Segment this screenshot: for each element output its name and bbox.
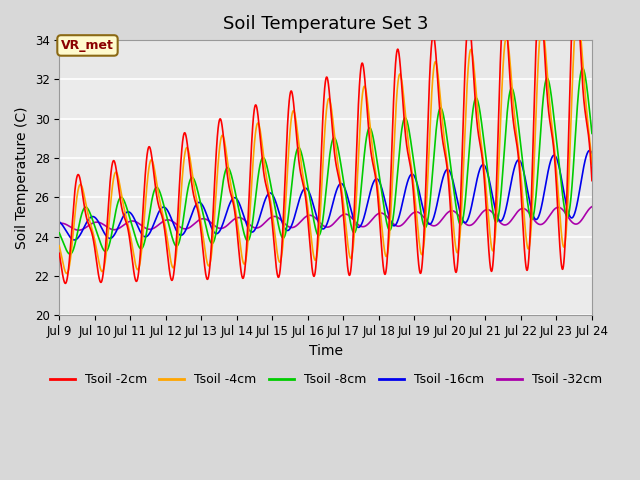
- Tsoil -2cm: [294, 151, 302, 156]
- Tsoil -16cm: [584, 149, 591, 155]
- Line: Tsoil -16cm: Tsoil -16cm: [60, 151, 592, 240]
- Tsoil -32cm: [182, 226, 189, 232]
- Tsoil -8cm: [182, 198, 189, 204]
- Tsoil -8cm: [256, 162, 264, 168]
- Line: Tsoil -2cm: Tsoil -2cm: [60, 0, 592, 283]
- Tsoil -4cm: [63, 271, 70, 276]
- Line: Tsoil -8cm: Tsoil -8cm: [60, 68, 592, 254]
- Bar: [60, 40, 592, 79]
- Tsoil -16cm: [256, 213, 264, 219]
- Tsoil -16cm: [294, 201, 302, 207]
- Tsoil -8cm: [584, 93, 592, 98]
- Tsoil -4cm: [573, 10, 581, 15]
- Tsoil -8cm: [588, 131, 596, 136]
- Tsoil -16cm: [588, 151, 596, 156]
- Tsoil -2cm: [185, 153, 193, 159]
- Tsoil -2cm: [256, 134, 264, 140]
- Tsoil -2cm: [61, 280, 69, 286]
- Tsoil -16cm: [185, 220, 193, 226]
- Tsoil -2cm: [588, 178, 596, 183]
- Tsoil -32cm: [179, 226, 187, 231]
- Line: Tsoil -32cm: Tsoil -32cm: [60, 207, 592, 230]
- Tsoil -4cm: [294, 134, 302, 140]
- Tsoil -8cm: [185, 182, 193, 188]
- Tsoil -8cm: [294, 145, 302, 151]
- Tsoil -8cm: [179, 218, 187, 224]
- Tsoil -32cm: [588, 204, 596, 210]
- Tsoil -2cm: [182, 132, 189, 138]
- X-axis label: Time: Time: [308, 344, 342, 358]
- Tsoil -2cm: [584, 127, 592, 133]
- Tsoil -16cm: [56, 219, 63, 225]
- Tsoil -4cm: [584, 120, 592, 125]
- Tsoil -32cm: [75, 227, 83, 233]
- Tsoil -4cm: [256, 127, 264, 133]
- Tsoil -16cm: [179, 231, 187, 237]
- Tsoil -16cm: [70, 237, 78, 243]
- Tsoil -32cm: [294, 221, 302, 227]
- Tsoil -4cm: [588, 162, 596, 168]
- Tsoil -4cm: [182, 146, 189, 152]
- Line: Tsoil -4cm: Tsoil -4cm: [60, 12, 592, 274]
- Legend: Tsoil -2cm, Tsoil -4cm, Tsoil -8cm, Tsoil -16cm, Tsoil -32cm: Tsoil -2cm, Tsoil -4cm, Tsoil -8cm, Tsoi…: [45, 368, 607, 391]
- Y-axis label: Soil Temperature (C): Soil Temperature (C): [15, 107, 29, 249]
- Title: Soil Temperature Set 3: Soil Temperature Set 3: [223, 15, 428, 33]
- Tsoil -2cm: [179, 135, 187, 141]
- Tsoil -16cm: [586, 148, 593, 154]
- Tsoil -8cm: [66, 251, 74, 257]
- Tsoil -8cm: [579, 65, 586, 71]
- Tsoil -32cm: [56, 221, 63, 227]
- Tsoil -16cm: [182, 227, 189, 233]
- Tsoil -32cm: [185, 225, 193, 231]
- Tsoil -32cm: [584, 208, 591, 214]
- Tsoil -2cm: [56, 251, 63, 256]
- Tsoil -8cm: [56, 230, 63, 236]
- Tsoil -4cm: [179, 166, 187, 171]
- Tsoil -32cm: [256, 224, 264, 229]
- Text: VR_met: VR_met: [61, 39, 114, 52]
- Tsoil -4cm: [185, 148, 193, 154]
- Tsoil -4cm: [56, 243, 63, 249]
